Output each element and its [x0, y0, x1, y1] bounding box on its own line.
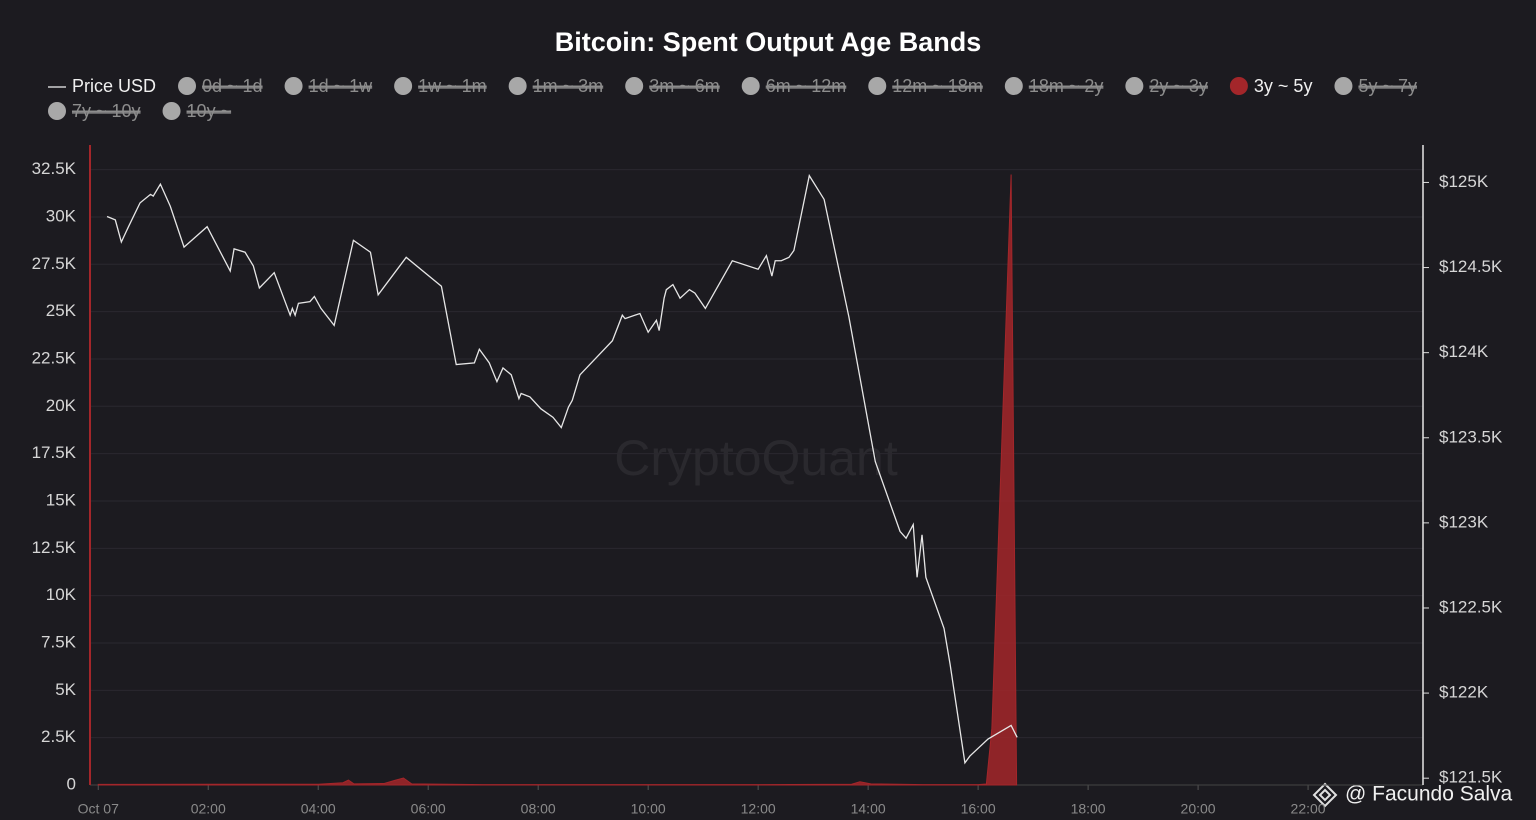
x-tick-label: 12:00	[741, 801, 776, 817]
legend-label: 1w ~ 1m	[418, 76, 487, 96]
legend-dot	[162, 102, 181, 120]
y-tick-label: 15K	[46, 490, 77, 509]
x-tick-label: 04:00	[301, 801, 336, 817]
x-tick-label: 10:00	[631, 801, 666, 817]
line	[106, 173, 1018, 765]
y2-tick-label: $123K	[1439, 512, 1489, 531]
legend-label: 2y ~ 3y	[1149, 76, 1208, 96]
x-tick-label: 14:00	[851, 801, 886, 817]
y-tick-label: 10K	[46, 585, 77, 604]
y2-tick-label: $122K	[1439, 683, 1489, 702]
y-tick-label: 7.5K	[41, 632, 77, 651]
legend-dot	[741, 77, 760, 95]
legend-item[interactable]: 3y ~ 5y	[1229, 76, 1313, 96]
legend-item[interactable]: 0d ~ 1d	[178, 76, 263, 96]
x-tick-label: 08:00	[521, 801, 556, 817]
legend-item[interactable]: Price USD	[48, 76, 156, 96]
legend-dot	[1229, 77, 1248, 95]
legend-item[interactable]: 18m ~ 2y	[1004, 76, 1104, 96]
x-tick-label: 22:00	[1291, 801, 1326, 817]
legend: Price USD 0d ~ 1d 1d ~ 1w 1w ~ 1m 1m ~ 3m 3m …	[48, 76, 1417, 121]
legend-dot	[48, 102, 66, 120]
y-tick-label: 17.5K	[32, 443, 77, 462]
legend-label: 1m ~ 3m	[533, 76, 604, 96]
x-tick-label: 06:00	[411, 801, 446, 817]
area	[97, 174, 1018, 786]
legend-item[interactable]: 12m ~ 18m	[868, 76, 983, 96]
legend-label: 10y ~	[187, 101, 232, 121]
x-tick-label: Oct 07	[78, 801, 119, 817]
x-tick-label: 02:00	[191, 801, 226, 817]
legend-label: Price USD	[72, 76, 156, 96]
legend-label: 3m ~ 6m	[649, 76, 720, 96]
y2-tick-label: $125K	[1439, 172, 1489, 191]
y2-tick-label: $124.5K	[1439, 257, 1503, 276]
x-tick-label: 16:00	[961, 801, 996, 817]
legend-dot	[178, 77, 197, 95]
y-tick-label: 0	[67, 774, 76, 793]
legend-label: 6m ~ 12m	[766, 76, 847, 96]
y-tick-label: 32.5K	[32, 159, 77, 178]
x-tick-label: 20:00	[1181, 801, 1216, 817]
legend-dot	[625, 77, 644, 95]
x-tick-label: 18:00	[1071, 801, 1106, 817]
credit: @ Facundo Salva	[1345, 783, 1513, 806]
legend-label: 18m ~ 2y	[1029, 76, 1104, 96]
legend-dot	[284, 77, 303, 95]
y-tick-label: 12.5K	[32, 538, 77, 557]
legend-item[interactable]: 2y ~ 3y	[1125, 76, 1208, 96]
legend-item[interactable]: 7y ~ 10y	[48, 101, 141, 121]
legend-dot	[1334, 77, 1353, 95]
y2-tick-label: $122.5K	[1439, 597, 1503, 616]
legend-item[interactable]: 1d ~ 1w	[284, 76, 374, 96]
legend-dot	[868, 77, 887, 95]
y-tick-label: 27.5K	[32, 254, 77, 273]
legend-item[interactable]: 10y ~	[162, 101, 232, 121]
y-tick-label: 25K	[46, 301, 77, 320]
legend-label: 3y ~ 5y	[1254, 76, 1313, 96]
y-tick-label: 20K	[46, 396, 77, 415]
legend-dot	[1004, 77, 1023, 95]
y2-tick-label: $124K	[1439, 342, 1489, 361]
legend-item[interactable]: 5y ~ 7y	[1334, 76, 1417, 96]
credit-logo	[1312, 782, 1338, 808]
legend-label: 1d ~ 1w	[309, 76, 374, 96]
legend-item[interactable]: 1w ~ 1m	[394, 76, 487, 96]
legend-item[interactable]: 6m ~ 12m	[741, 76, 847, 96]
watermark: CryptoQuant	[614, 430, 898, 486]
y2-tick-label: $123.5K	[1439, 427, 1503, 446]
legend-dot	[394, 77, 413, 95]
legend-dot	[508, 77, 527, 95]
legend-label: 7y ~ 10y	[72, 101, 141, 121]
legend-dot	[1125, 77, 1144, 95]
y-tick-label: 2.5K	[41, 727, 77, 746]
legend-item[interactable]: 3m ~ 6m	[625, 76, 720, 96]
legend-label: 12m ~ 18m	[892, 76, 983, 96]
legend-label: 5y ~ 7y	[1358, 76, 1417, 96]
y-tick-label: 22.5K	[32, 348, 77, 367]
chart-title: Bitcoin: Spent Output Age Bands	[555, 27, 981, 57]
y-tick-label: 30K	[46, 206, 77, 225]
y2-tick-label: $121.5K	[1439, 768, 1503, 787]
legend-item[interactable]: 1m ~ 3m	[508, 76, 604, 96]
legend-label: 0d ~ 1d	[202, 76, 263, 96]
y-tick-label: 5K	[55, 680, 76, 699]
